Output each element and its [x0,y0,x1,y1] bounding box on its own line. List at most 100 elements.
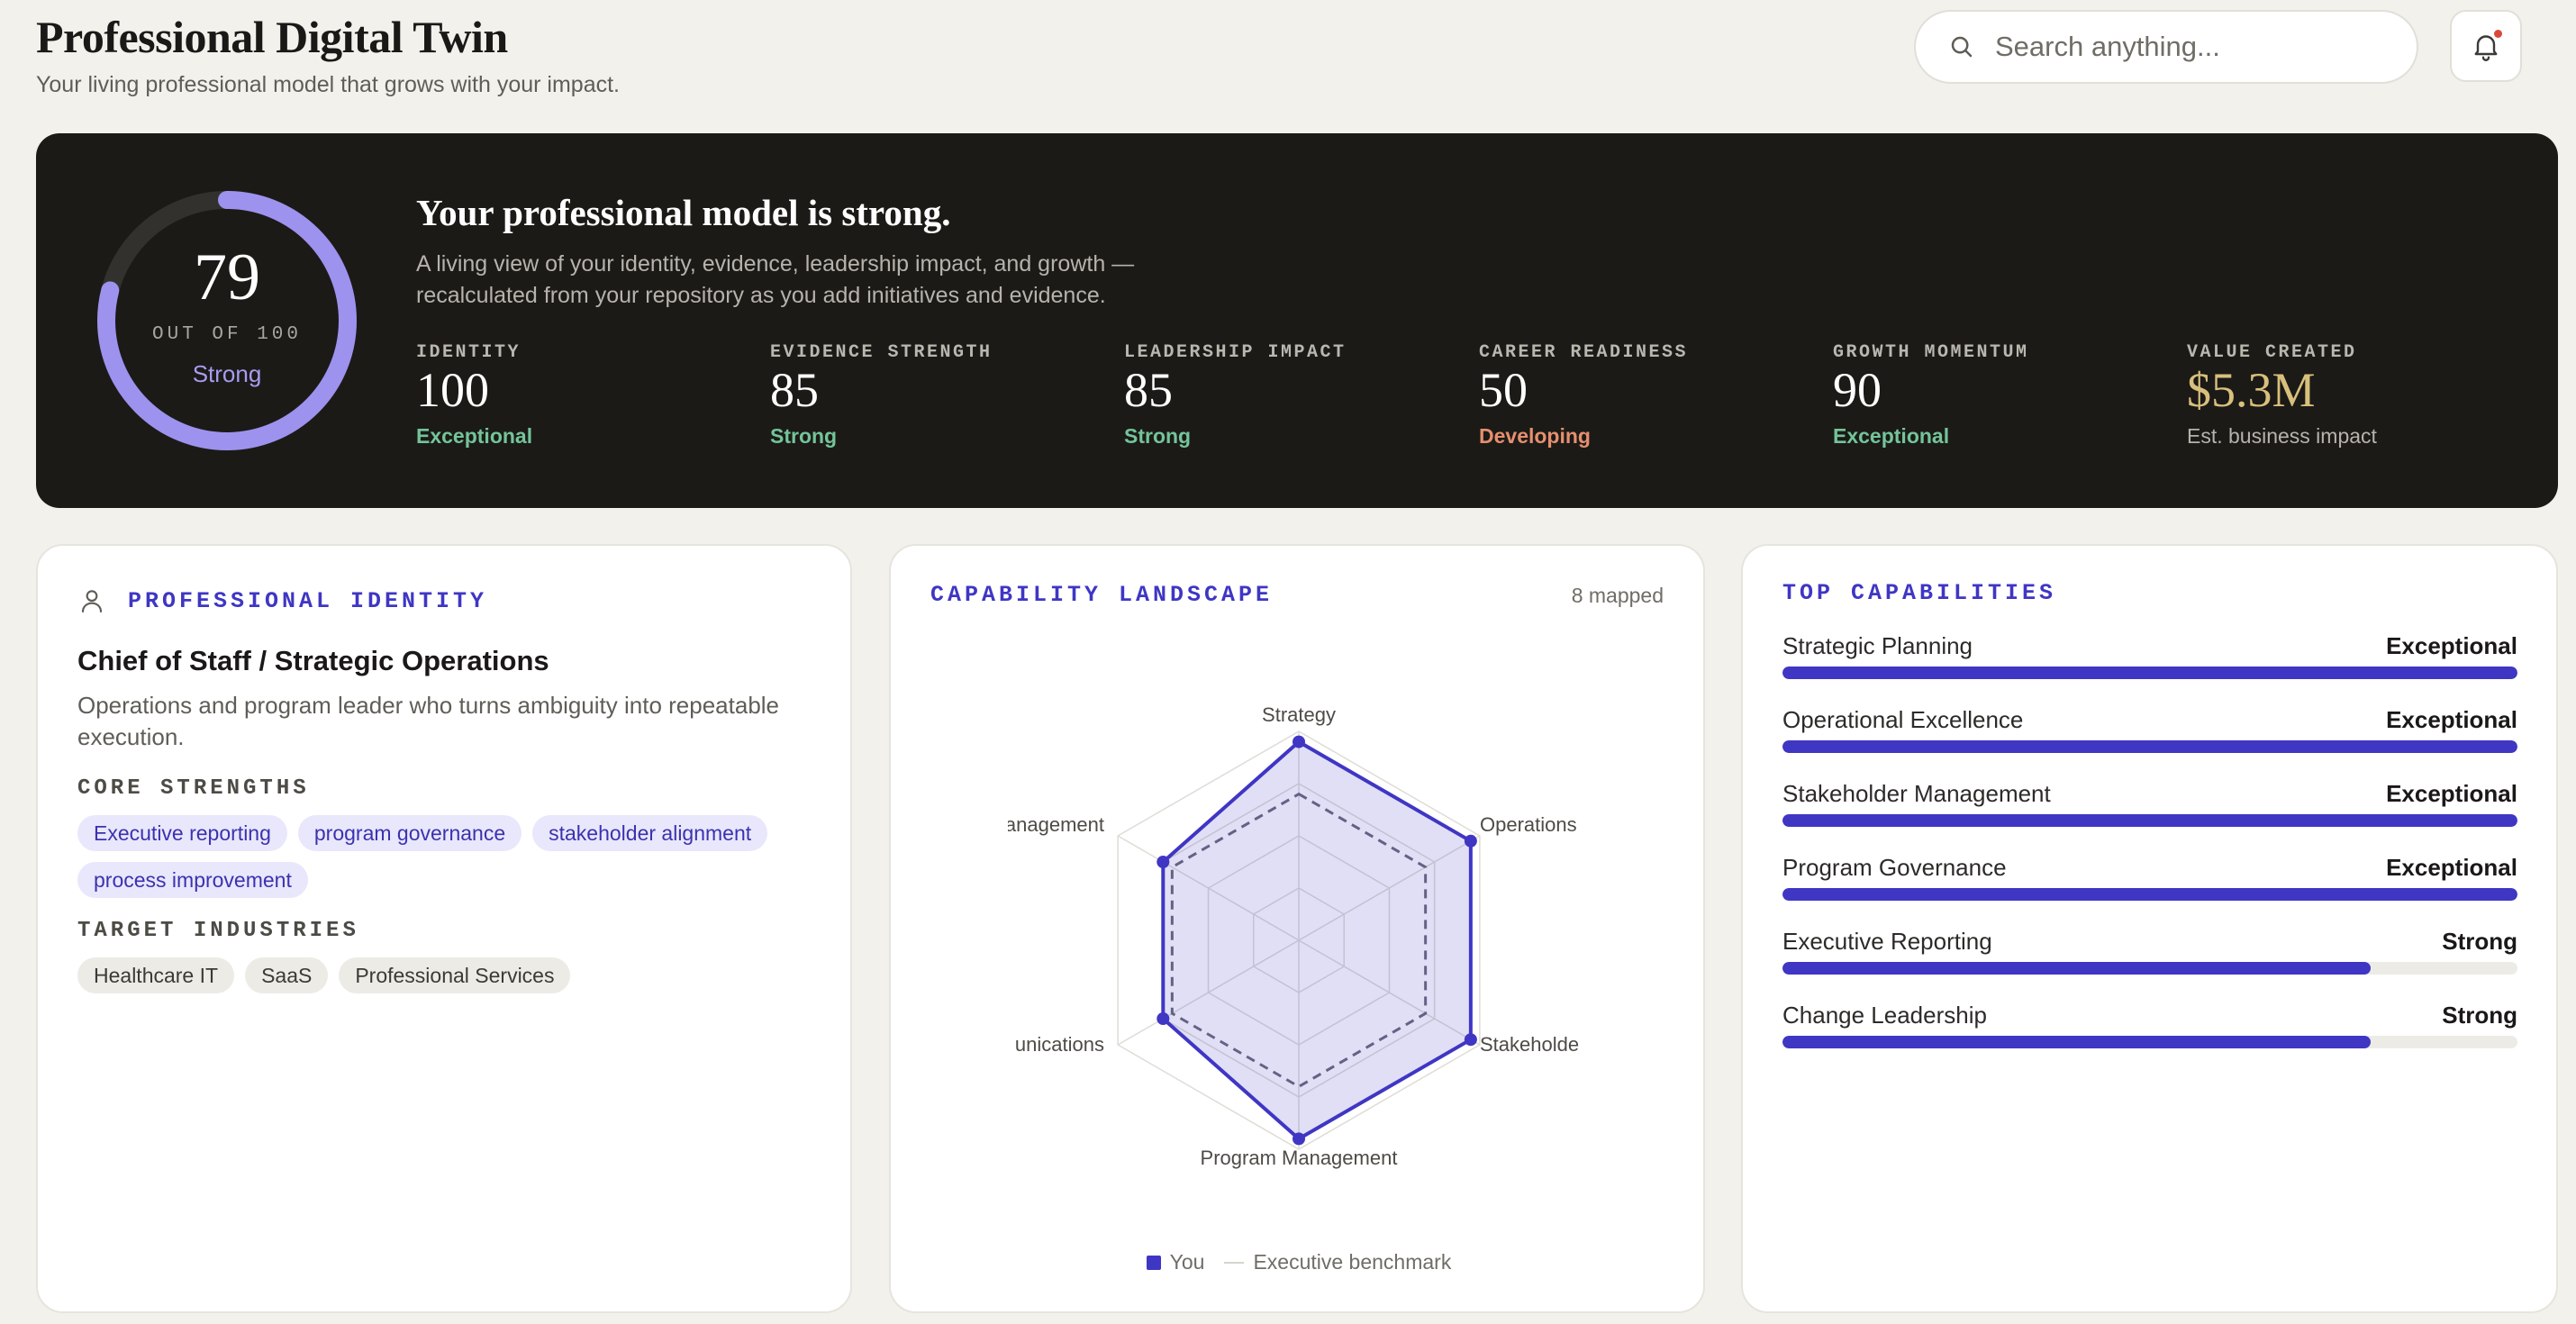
capability-bar-track [1782,1036,2517,1048]
axis-label-stakeholder: Stakeholde [1480,1033,1579,1056]
capability-level: Exceptional [2386,854,2517,881]
identity-heading: PROFESSIONAL IDENTITY [128,587,488,614]
metric-value: 90 [1833,363,1882,417]
capability-bar-track [1782,667,2517,679]
metric-status: Strong [1124,424,1192,448]
capability-bar-fill [1782,667,2517,679]
capability-radar-chart: Strategy Operations Stakeholde Program M… [1008,703,1579,1169]
radar-grid-spoke [1117,835,1300,941]
metric-label: GROWTH MOMENTUM [1833,342,2029,363]
you-series-point [1293,735,1305,748]
search-input[interactable] [1995,31,2391,63]
metric-value: 85 [770,363,819,417]
hero-description: A living view of your identity, evidence… [416,251,1135,308]
legend-label-benchmark: Executive benchmark [1253,1250,1452,1274]
identity-header: PROFESSIONAL IDENTITY [77,585,487,616]
strength-chip: process improvement [77,862,308,898]
top-capabilities-heading: TOP CAPABILITIES [1782,580,2057,606]
capability-bar-fill [1782,962,2371,975]
capability-bar-track [1782,740,2517,753]
benchmark-series-line [1170,792,1428,1089]
you-series-point [1293,1132,1305,1146]
capability-bar-track [1782,888,2517,901]
capability-row: Stakeholder Management Exceptional [1782,780,2517,843]
page-title: Professional Digital Twin [36,12,508,62]
search-box[interactable] [1914,10,2418,84]
metric-status: Exceptional [416,424,533,448]
overall-score-gauge: 79 OUT OF 100 Strong [94,187,360,454]
axis-label-program-management: Program Management [1201,1147,1398,1169]
metric-value-created: VALUE CREATED $5.3M Est. business impact [2187,342,2529,449]
capability-level: Exceptional [2386,706,2517,733]
metric-value: 50 [1479,363,1528,417]
capability-name: Stakeholder Management [1782,780,2051,807]
you-series-point [1156,1012,1170,1025]
role-title: Chief of Staff / Strategic Operations [77,645,549,676]
legend-label-you: You [1169,1250,1205,1274]
capability-bar-fill [1782,814,2517,827]
you-series-point [1156,856,1170,868]
axis-label-operations: Operations [1480,813,1577,836]
capability-row: Program Governance Exceptional [1782,854,2517,917]
axis-label-management: anagement [1008,813,1104,836]
metric-value: 85 [1124,363,1173,417]
target-industries-list: Healthcare IT SaaS Professional Services [77,957,825,993]
metric-status: Exceptional [1833,424,1950,448]
capability-landscape-heading: CAPABILITY LANDSCAPE [930,582,1274,608]
notifications-button[interactable] [2450,10,2522,82]
metric-status: Developing [1479,424,1591,448]
industry-chip: Professional Services [339,957,571,993]
top-capabilities-card: TOP CAPABILITIES Strategic Planning Exce… [1741,544,2558,1313]
metric-leadership-impact: LEADERSHIP IMPACT 85 Strong [1124,342,1466,449]
metric-label: VALUE CREATED [2187,342,2357,363]
radar-grid-spoke [1117,939,1300,1046]
industry-chip: Healthcare IT [77,957,235,993]
professional-identity-card: PROFESSIONAL IDENTITY Chief of Staff / S… [36,544,852,1313]
legend-swatch-benchmark [1224,1261,1245,1264]
capability-level: Strong [2442,1002,2517,1029]
capability-level: Exceptional [2386,632,2517,659]
capability-bar-fill [1782,888,2517,901]
metric-label: CAREER READINESS [1479,342,1689,363]
you-series-area [1163,741,1471,1139]
user-icon [81,590,103,613]
overall-score-max: OUT OF 100 [151,324,303,345]
target-industries-heading: TARGET INDUSTRIES [77,919,359,943]
core-strengths-heading: CORE STRENGTHS [77,776,310,801]
you-series-point [1464,1033,1477,1047]
core-strengths-list: Executive reporting program governance s… [77,815,825,898]
bell-icon [2474,35,2498,61]
overall-score-value: 79 [194,240,260,314]
capability-bar-fill [1782,740,2517,753]
metric-label: LEADERSHIP IMPACT [1124,342,1347,363]
metric-label: EVIDENCE STRENGTH [770,342,993,363]
page-subtitle: Your living professional model that grow… [36,72,620,97]
strength-chip: Executive reporting [77,815,287,851]
metric-status: Strong [770,424,838,448]
you-series-point [1464,834,1477,848]
metric-value: $5.3M [2187,363,2316,417]
capability-name: Operational Excellence [1782,706,2024,733]
axis-label-strategy: Strategy [1262,703,1336,726]
benchmark-series [1170,792,1428,1089]
metric-value: 100 [416,363,489,417]
strength-chip: stakeholder alignment [532,815,768,851]
capability-name: Change Leadership [1782,1002,1987,1029]
hero-title: Your professional model is strong. [416,192,951,233]
capability-row: Strategic Planning Exceptional [1782,632,2517,695]
gauge-progress-arc [97,191,357,450]
strength-chip: program governance [297,815,522,851]
legend-swatch-you [1146,1255,1161,1270]
you-series [1156,735,1477,1146]
role-description: Operations and program leader who turns … [77,692,780,750]
capability-level: Strong [2442,928,2517,955]
metric-evidence-strength: EVIDENCE STRENGTH 85 Strong [770,342,1112,449]
capability-name: Strategic Planning [1782,632,1973,659]
score-hero-panel: 79 OUT OF 100 Strong Your professional m… [36,133,2558,508]
notification-dot [2494,30,2502,38]
page-header: Professional Digital Twin Your living pr… [36,11,2558,110]
radar-grid-spoke [1298,835,1481,941]
radar-legend: You Executive benchmark [891,1250,1707,1274]
metric-growth-momentum: GROWTH MOMENTUM 90 Exceptional [1833,342,2175,449]
metric-career-readiness: CAREER READINESS 50 Developing [1479,342,1821,449]
